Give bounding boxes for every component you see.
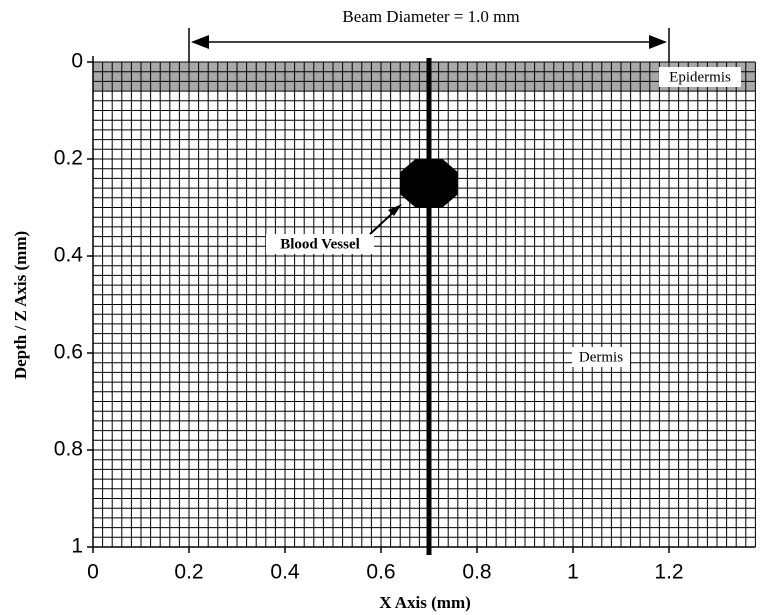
x-tick-label: 0: [87, 561, 99, 584]
x-tick-label: 0.8: [462, 561, 491, 584]
x-axis-label: X Axis (mm): [379, 593, 471, 612]
arrow-head: [191, 35, 209, 49]
y-axis-label: Depth / Z Axis (mm): [11, 231, 30, 379]
x-tick-label: 0.6: [366, 561, 395, 584]
label-bg: [572, 347, 630, 367]
layer-label: Epidermis: [669, 69, 731, 85]
y-tick-label: 0: [71, 50, 83, 73]
y-tick-label: 0.2: [54, 147, 83, 170]
label-bg: [266, 234, 374, 254]
chart-title: Beam Diameter = 1.0 mm: [342, 7, 519, 26]
label-bg: [659, 67, 741, 87]
y-tick-label: 0.8: [54, 438, 83, 461]
arrow-head: [388, 204, 402, 216]
arrow-head: [649, 35, 667, 49]
x-tick-label: 1.2: [654, 561, 683, 584]
x-tick-label: 0.2: [174, 561, 203, 584]
x-tick-label: 0.4: [270, 561, 300, 584]
vessel-label: Blood Vessel: [280, 236, 360, 252]
y-tick-label: 1: [71, 535, 83, 558]
y-tick-label: 0.4: [54, 244, 84, 267]
layer-label: Dermis: [579, 349, 623, 365]
epidermis-layer: [93, 62, 756, 92]
x-tick-label: 1: [567, 561, 579, 584]
y-tick-label: 0.6: [54, 341, 83, 364]
